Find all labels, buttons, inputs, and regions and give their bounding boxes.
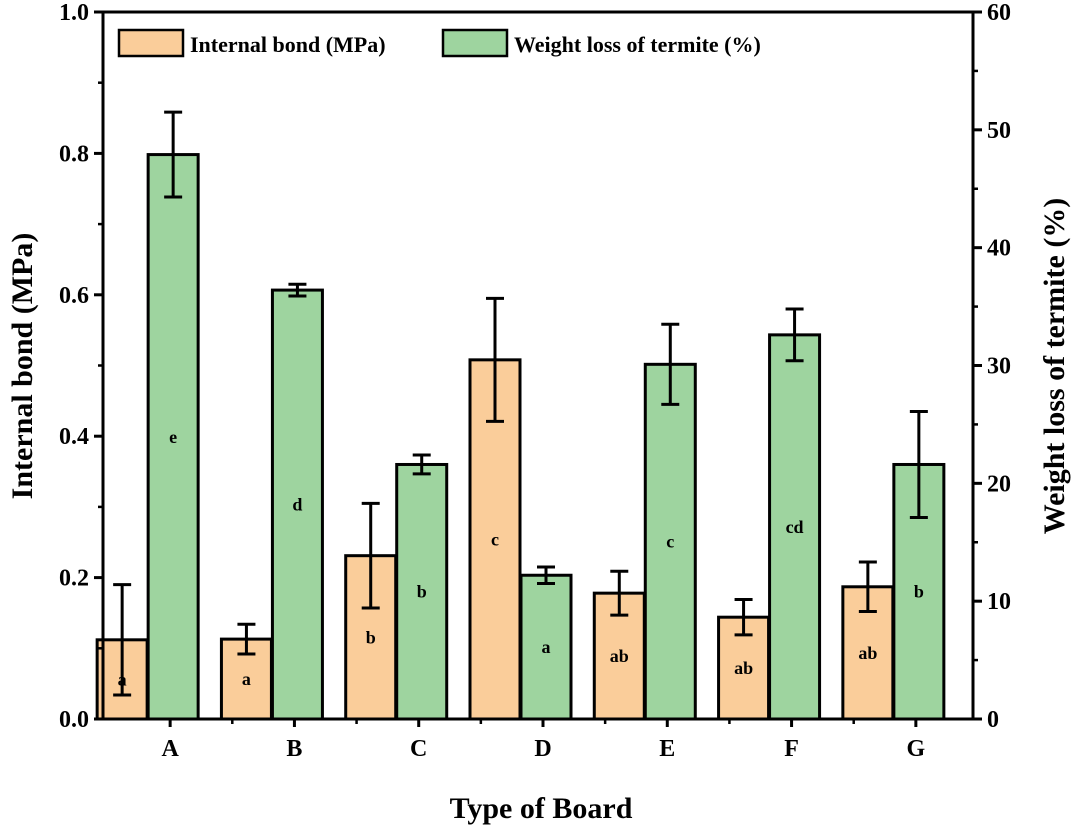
x-tick-label-D: D xyxy=(534,736,551,762)
significance-label-weight-loss-A: e xyxy=(169,427,177,447)
significance-label-internal-bond-F: ab xyxy=(734,658,753,678)
significance-label-internal-bond-B: a xyxy=(242,669,251,689)
x-tick-label-C: C xyxy=(410,736,427,762)
bar-weight-loss-F xyxy=(768,333,822,721)
significance-labels-layer: a e a d b b c a ab c ab cd ab b xyxy=(118,427,924,690)
significance-label-internal-bond-A: a xyxy=(118,669,127,689)
bars-layer xyxy=(95,153,946,721)
error-bar-weight-loss-A xyxy=(164,110,183,199)
y-right-tick-label-50: 50 xyxy=(987,118,1011,144)
y-right-tick-label-0: 0 xyxy=(987,707,999,733)
error-bar-internal-bond-D xyxy=(486,296,504,423)
significance-label-weight-loss-B: d xyxy=(292,495,302,515)
bar-weight-loss-D xyxy=(519,573,573,721)
x-tick-label-F: F xyxy=(784,736,799,762)
legend-swatch-internal-bond xyxy=(117,28,185,58)
error-bar-weight-loss-B xyxy=(288,282,307,298)
y-right-tick-label-40: 40 xyxy=(987,236,1011,262)
y-left-tick-label-1.0: 1.0 xyxy=(59,0,89,26)
bar-weight-loss-C xyxy=(395,462,449,721)
y-left-tick-label-0.4: 0.4 xyxy=(59,424,89,450)
ticks-layer: A B C D E F G 0.0 0.2 0.4 0.6 0.8 1.0 0 10 20 30 40 50 60 xyxy=(59,0,1011,762)
y-right-tick-label-30: 30 xyxy=(987,354,1011,380)
significance-label-internal-bond-G: ab xyxy=(858,643,877,663)
error-bar-internal-bond-C xyxy=(361,501,380,610)
error-bar-weight-loss-E xyxy=(661,322,680,406)
y-axis-title-right: Weight loss of termite (%) xyxy=(1038,198,1071,535)
error-bar-internal-bond-E xyxy=(610,569,629,617)
error-bar-weight-loss-F xyxy=(785,307,804,363)
bar-weight-loss-E xyxy=(643,362,697,721)
error-bar-weight-loss-C xyxy=(412,453,431,476)
error-bar-internal-bond-B xyxy=(237,622,256,656)
legend-swatch-weight-loss xyxy=(441,28,509,58)
y-right-tick-label-20: 20 xyxy=(987,471,1011,497)
significance-label-weight-loss-C: b xyxy=(417,582,427,602)
legend-label-internal-bond: Internal bond (MPa) xyxy=(190,32,386,57)
significance-label-weight-loss-E: c xyxy=(666,532,674,552)
significance-label-internal-bond-E: ab xyxy=(610,646,629,666)
x-tick-label-G: G xyxy=(907,736,926,762)
x-tick-label-A: A xyxy=(161,736,179,762)
error-bar-internal-bond-A xyxy=(113,583,132,697)
y-left-tick-label-0.6: 0.6 xyxy=(59,283,89,309)
error-bar-weight-loss-G xyxy=(909,409,928,520)
y-axis-title-left: Internal bond (MPa) xyxy=(6,233,39,500)
y-left-tick-label-0.0: 0.0 xyxy=(59,707,89,733)
error-bar-internal-bond-G xyxy=(858,560,877,614)
error-bar-weight-loss-D xyxy=(537,565,555,585)
x-axis-title: Type of Board xyxy=(450,792,633,825)
x-tick-label-B: B xyxy=(286,736,302,762)
x-tick-label-E: E xyxy=(659,736,675,762)
bar-weight-loss-A xyxy=(146,153,200,721)
y-right-tick-label-60: 60 xyxy=(987,0,1011,26)
y-left-tick-label-0.8: 0.8 xyxy=(59,141,89,167)
significance-label-internal-bond-C: b xyxy=(366,627,376,647)
error-bars-layer xyxy=(113,110,928,697)
legend: Internal bond (MPa) Weight loss of termi… xyxy=(117,28,761,58)
y-left-tick-label-0.2: 0.2 xyxy=(59,566,89,592)
bar-weight-loss-B xyxy=(270,288,324,721)
error-bar-internal-bond-F xyxy=(734,598,753,637)
significance-label-weight-loss-D: a xyxy=(542,637,551,657)
significance-label-weight-loss-G: b xyxy=(914,582,924,602)
significance-label-internal-bond-D: c xyxy=(491,529,499,549)
legend-label-weight-loss: Weight loss of termite (%) xyxy=(514,32,761,57)
y-right-tick-label-10: 10 xyxy=(987,589,1011,615)
significance-label-weight-loss-F: cd xyxy=(786,517,804,537)
